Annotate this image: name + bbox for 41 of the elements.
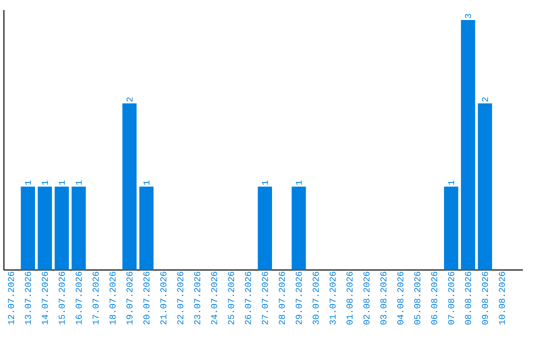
x-tick-label: 05.08.2026: [414, 272, 420, 324]
data-label: 1: [262, 180, 268, 185]
x-tick-label: 20.07.2026: [143, 272, 150, 324]
data-label: 1: [296, 180, 302, 185]
x-tick-label: 13.07.2026: [24, 272, 31, 324]
x-tick-label: 01.08.2026: [346, 272, 353, 324]
x-tick-label: 04.08.2026: [397, 272, 404, 324]
x-tick-label: 28.07.2026: [278, 272, 285, 324]
x-tick-label: 27.07.2026: [262, 272, 268, 324]
data-label: 1: [448, 180, 454, 185]
x-tick-label: 17.07.2026: [92, 272, 99, 324]
x-tick-label: 12.07.2026: [8, 272, 14, 324]
x-tick-label: 29.07.2026: [296, 272, 302, 324]
data-label: 2: [482, 97, 488, 102]
x-tick-label: 22.07.2026: [177, 272, 184, 324]
x-tick-label: 21.07.2026: [160, 272, 166, 324]
data-label: 3: [465, 14, 472, 18]
x-tick-label: 10.08.2026: [498, 272, 505, 324]
x-tick-label: 19.07.2026: [126, 272, 133, 324]
x-tick-label: 23.07.2026: [194, 272, 200, 324]
x-tick-label: 07.08.2026: [448, 272, 454, 324]
x-tick-label: 06.08.2026: [431, 272, 438, 324]
x-tick-label: 24.07.2026: [211, 272, 218, 324]
x-tick-label: 03.08.2026: [380, 272, 386, 324]
x-tick-label: 16.07.2026: [76, 272, 82, 324]
x-tick-label: 30.07.2026: [312, 272, 319, 324]
x-tick-label: 02.08.2026: [363, 272, 370, 324]
x-tick-label: 08.08.2026: [465, 272, 472, 324]
x-tick-label: 26.07.2026: [244, 272, 252, 324]
data-label: 1: [76, 180, 82, 185]
x-tick-label: 09.08.2026: [482, 272, 488, 324]
data-label: 2: [126, 97, 132, 102]
data-label: 1: [24, 180, 31, 185]
x-tick-label: 25.07.2026: [228, 272, 234, 324]
data-label: 1: [42, 180, 48, 185]
data-label: 1: [58, 180, 65, 185]
x-tick-label: 31.07.2026: [330, 272, 336, 324]
x-tick-label: 14.07.2026: [42, 272, 48, 324]
x-tick-label: 18.07.2026: [110, 272, 116, 324]
x-tick-label: 15.07.2026: [58, 272, 65, 324]
data-label: 1: [143, 180, 150, 185]
